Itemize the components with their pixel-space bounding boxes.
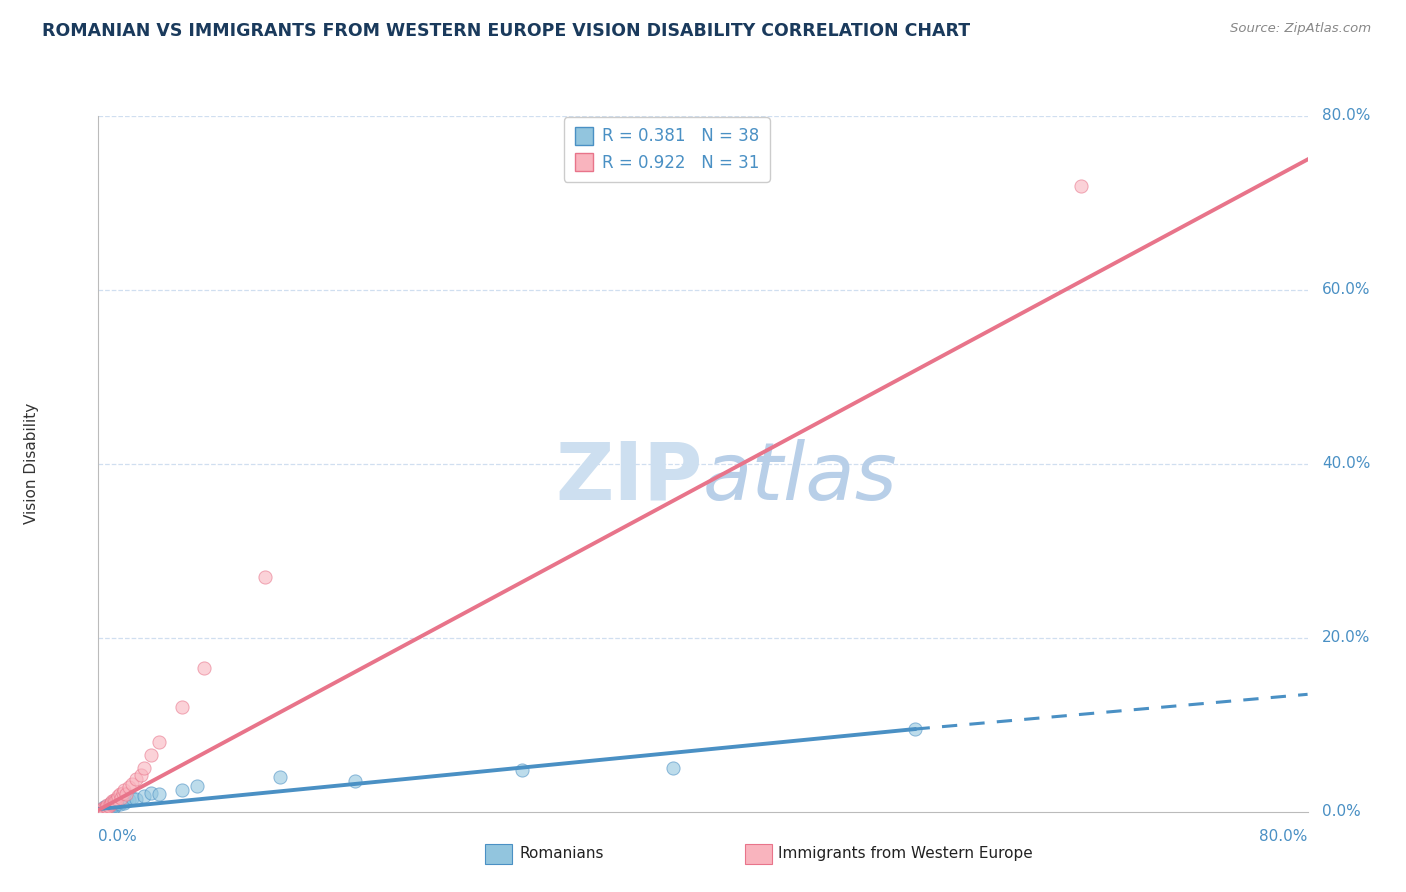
Point: [100, 799, 122, 814]
Point: [93, 801, 115, 815]
Point: [118, 780, 141, 795]
Point: [105, 796, 128, 810]
Point: [193, 661, 215, 675]
Point: [129, 768, 152, 782]
Point: [118, 793, 141, 807]
Point: [107, 789, 129, 803]
Text: atlas: atlas: [703, 439, 898, 516]
Point: [104, 794, 127, 808]
Point: [100, 797, 122, 811]
Point: [96, 797, 118, 812]
Point: [91, 802, 114, 816]
Point: [904, 722, 927, 736]
Point: [94, 802, 117, 816]
Point: [105, 791, 128, 805]
Text: 80.0%: 80.0%: [1322, 109, 1371, 123]
Point: [96, 798, 118, 813]
Point: [111, 794, 134, 808]
Text: 0.0%: 0.0%: [98, 830, 138, 844]
Point: [96, 799, 118, 814]
Point: [148, 735, 170, 749]
Point: [125, 791, 148, 805]
Point: [121, 777, 143, 791]
Text: 60.0%: 60.0%: [1322, 283, 1371, 297]
Text: 40.0%: 40.0%: [1322, 457, 1371, 471]
Point: [104, 794, 127, 808]
Text: Romanians: Romanians: [519, 846, 603, 861]
Point: [112, 783, 135, 797]
Point: [101, 794, 124, 808]
Point: [114, 788, 136, 801]
Point: [103, 793, 125, 807]
Point: [125, 772, 148, 786]
Point: [121, 790, 143, 805]
Point: [98, 798, 121, 813]
Point: [112, 796, 135, 810]
Point: [107, 795, 129, 809]
Point: [114, 792, 136, 806]
Point: [108, 788, 131, 801]
Point: [253, 570, 276, 584]
Point: [90, 803, 112, 817]
Point: [93, 802, 115, 816]
Text: Vision Disability: Vision Disability: [24, 403, 39, 524]
Point: [90, 803, 112, 817]
Point: [93, 800, 115, 814]
Point: [94, 799, 117, 814]
Point: [661, 761, 683, 775]
Legend: R = 0.381   N = 38, R = 0.922   N = 31: R = 0.381 N = 38, R = 0.922 N = 31: [564, 118, 769, 182]
Point: [94, 800, 117, 814]
Point: [1070, 178, 1092, 193]
Point: [100, 796, 122, 810]
Point: [132, 761, 155, 775]
Point: [110, 790, 132, 805]
Point: [141, 748, 163, 763]
Point: [103, 799, 125, 814]
Text: 80.0%: 80.0%: [1260, 830, 1308, 844]
Point: [170, 783, 193, 797]
Point: [148, 788, 170, 801]
Point: [101, 798, 124, 813]
Text: 0.0%: 0.0%: [1322, 805, 1361, 819]
Point: [103, 795, 125, 809]
Point: [269, 770, 291, 784]
Text: Immigrants from Western Europe: Immigrants from Western Europe: [778, 846, 1033, 861]
Text: ROMANIAN VS IMMIGRANTS FROM WESTERN EUROPE VISION DISABILITY CORRELATION CHART: ROMANIAN VS IMMIGRANTS FROM WESTERN EURO…: [42, 22, 970, 40]
Point: [170, 700, 193, 714]
Text: Source: ZipAtlas.com: Source: ZipAtlas.com: [1230, 22, 1371, 36]
Point: [100, 796, 122, 810]
Text: ZIP: ZIP: [555, 439, 703, 516]
Text: 20.0%: 20.0%: [1322, 631, 1371, 645]
Point: [110, 793, 132, 807]
Point: [91, 801, 114, 815]
Bar: [485, 845, 512, 863]
Bar: [745, 845, 772, 863]
Point: [141, 786, 163, 800]
Point: [96, 801, 118, 815]
Point: [98, 797, 121, 812]
Point: [104, 797, 127, 812]
Point: [103, 795, 125, 809]
Point: [344, 774, 367, 789]
Point: [111, 786, 134, 800]
Point: [98, 800, 121, 814]
Point: [510, 763, 533, 777]
Point: [108, 797, 131, 811]
Point: [101, 797, 124, 811]
Point: [132, 789, 155, 803]
Point: [186, 779, 208, 793]
